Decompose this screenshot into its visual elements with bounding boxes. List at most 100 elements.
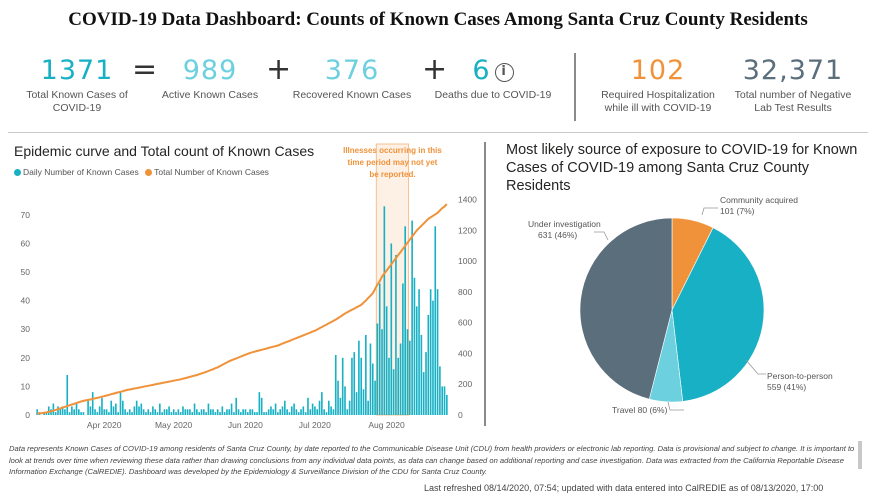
daily-bar: [91, 392, 94, 415]
daily-bar: [284, 400, 286, 415]
daily-bar: [184, 409, 187, 415]
daily-bar: [381, 329, 383, 415]
epi-legend: Daily Number of Known Cases Total Number…: [14, 167, 269, 177]
daily-bar: [332, 409, 335, 415]
daily-bar: [175, 412, 177, 415]
daily-bar: [230, 403, 233, 415]
x-tick: May 2020: [155, 420, 193, 430]
daily-bar: [159, 403, 161, 415]
daily-bar: [189, 409, 191, 415]
legend-daily-dot: [14, 169, 21, 176]
daily-bar: [293, 403, 295, 415]
kpi-negative-tests[interactable]: 32,371 Total number of Negative Lab Test…: [728, 55, 858, 115]
daily-bar: [249, 409, 251, 415]
daily-bar: [360, 357, 363, 415]
kpi-active-label: Active Known Cases: [161, 89, 259, 101]
label-community: Community acquired: [720, 195, 798, 205]
x-tick: Jul 2020: [299, 420, 331, 430]
y-left-tick: 40: [21, 296, 31, 306]
daily-bar: [355, 392, 358, 415]
daily-bar: [404, 226, 406, 415]
daily-bar: [314, 406, 316, 415]
pie-slice-under-investigation: [579, 217, 673, 400]
daily-bar: [98, 406, 101, 415]
daily-bar: [279, 409, 281, 415]
daily-bar: [270, 406, 272, 415]
daily-bar: [54, 412, 57, 415]
daily-bar: [432, 300, 434, 415]
daily-bar: [112, 406, 115, 415]
daily-bar: [374, 380, 376, 415]
epi-chart-title: Epidemic curve and Total count of Known …: [14, 143, 315, 159]
kpi-neg-label: Total number of Negative Lab Test Result…: [734, 89, 852, 114]
kpi-hosp-label: Required Hospitalization while ill with …: [601, 89, 715, 114]
daily-bar: [253, 412, 256, 415]
kpi-total[interactable]: 1371 Total Known Cases of COVID-19: [18, 55, 136, 115]
kpi-active[interactable]: 989 Active Known Cases: [155, 55, 265, 102]
recent-period-annotation: time period may not yet: [348, 158, 438, 167]
daily-bar: [219, 412, 221, 415]
daily-bar: [334, 354, 337, 415]
daily-bar: [177, 409, 180, 415]
daily-bar: [258, 392, 261, 415]
daily-bar: [311, 403, 314, 415]
exposure-pie-chart[interactable]: Community acquired 101 (7%) Person-to-pe…: [486, 180, 876, 450]
kpi-recovered-value: 376: [324, 55, 380, 86]
pie-chart-title: Most likely source of exposure to COVID-…: [506, 141, 876, 195]
daily-bar: [348, 400, 351, 415]
daily-bar: [198, 412, 200, 415]
recent-period-annotation: be reported.: [369, 170, 415, 179]
daily-bar: [427, 314, 430, 415]
label-under-value: 631 (46%): [538, 230, 577, 240]
kpi-neg-value: 32,371: [742, 55, 844, 86]
plus-sign-2: +: [422, 52, 448, 87]
daily-bar: [193, 403, 196, 415]
y-left-tick: 60: [21, 238, 31, 248]
y-left-tick: 0: [25, 410, 30, 420]
kpi-hospitalization[interactable]: 102 Required Hospitalization while ill w…: [594, 55, 722, 115]
daily-bar: [385, 306, 388, 415]
epi-curve-chart[interactable]: 0 10 20 30 40 50 60 70 0 200 400 600 800 1000 1200 140…: [0, 140, 484, 440]
daily-bar: [128, 409, 131, 415]
daily-bar: [121, 400, 124, 415]
daily-bar: [221, 406, 224, 415]
daily-bar: [52, 403, 55, 415]
note-scrollbar[interactable]: [858, 441, 862, 469]
daily-bar: [362, 389, 365, 415]
daily-bar: [71, 406, 73, 415]
daily-bar: [434, 226, 437, 415]
daily-bar: [165, 409, 168, 415]
daily-bar: [80, 412, 82, 415]
daily-bar: [75, 403, 78, 415]
kpi-recovered[interactable]: 376 Recovered Known Cases: [290, 55, 414, 102]
daily-bar: [415, 306, 418, 415]
daily-bar: [395, 254, 397, 415]
daily-bar: [212, 409, 214, 415]
legend-total[interactable]: Total Number of Known Cases: [145, 167, 269, 177]
daily-bar: [246, 412, 249, 415]
daily-bar: [103, 409, 106, 415]
daily-bar: [101, 397, 103, 415]
daily-bar: [341, 357, 344, 415]
daily-bar: [344, 386, 346, 415]
daily-bar: [64, 409, 66, 415]
y-right-tick: 800: [458, 287, 472, 297]
daily-bar: [191, 412, 194, 415]
y-left-tick: 10: [21, 381, 31, 391]
y-left-tick: 70: [21, 210, 31, 220]
legend-daily[interactable]: Daily Number of Known Cases: [14, 167, 139, 177]
daily-bar: [59, 409, 62, 415]
recent-period-annotation: Illnesses occurring in this: [343, 146, 442, 155]
daily-bar: [263, 412, 265, 415]
daily-bar: [240, 412, 242, 415]
daily-bar: [89, 406, 92, 415]
y-right-tick: 0: [458, 410, 463, 420]
info-icon[interactable]: i: [494, 63, 514, 82]
y-right-tick: 1200: [458, 225, 477, 235]
data-note: Data represents Known Cases of COVID-19 …: [9, 444, 855, 477]
daily-bar: [353, 352, 356, 415]
label-community-value: 101 (7%): [720, 206, 755, 216]
kpi-active-value: 989: [182, 55, 238, 86]
daily-bar: [140, 403, 143, 415]
